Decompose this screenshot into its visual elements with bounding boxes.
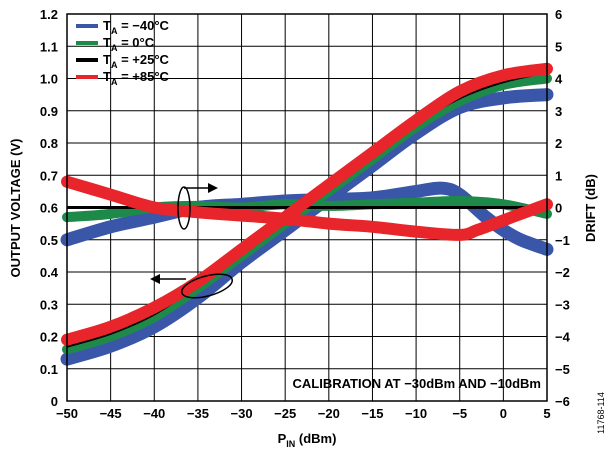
x-axis-title-unit: (dBm) [295,431,336,446]
y-left-tick-label: 1.1 [40,39,58,54]
legend-entry-rest: = +25°C [117,52,169,67]
x-tick-label: −20 [318,406,340,421]
y-left-tick-label: 0.6 [40,201,58,216]
x-tick-label: −50 [56,406,78,421]
y-left-tick-label: 0.2 [40,330,58,345]
voltage-callout-arrowhead [150,274,160,284]
y-left-tick-label: 0.8 [40,136,58,151]
y-right-tick-label: 6 [555,7,562,22]
y-right-tick-label: 1 [555,168,562,183]
y-right-tick-label: 5 [555,39,562,54]
x-tick-label: −45 [100,406,122,421]
voltage-callout-ellipse [181,273,233,299]
legend-entry: TA = 0°C [103,35,155,53]
figure-id: 11768-114 [596,392,606,434]
y-right-tick-labels: −6 −5 −4 −3 −2 −1 0 1 2 3 4 5 6 [555,7,571,409]
x-axis-title-main: P [278,431,287,446]
series-line-voltage-plus85C [61,62,553,346]
x-axis-title-subscript: IN [286,439,295,449]
plot-frame [66,13,548,402]
legend-entry: TA = −40°C [103,18,170,36]
y-right-tick-label: 0 [555,201,562,216]
series-layer [60,62,554,366]
x-tick-label: −10 [405,406,427,421]
legend-entry-main: T [103,18,111,33]
y-left-tick-label: 0 [51,394,58,409]
drift-callout-arrowhead [208,183,218,193]
x-tick-label: −5 [452,406,467,421]
x-tick-label: −30 [231,406,253,421]
y-left-tick-label: 0.7 [40,168,58,183]
series-line-drift-plus85C [61,175,553,241]
legend-entry-subscript: A [111,77,118,87]
legend-entry-subscript: A [111,60,118,70]
x-tick-label: −40 [143,406,165,421]
y-right-tick-label: 2 [555,136,562,151]
legend-entry-main: T [103,52,111,67]
legend-entry-rest: = −40°C [117,18,169,33]
legend-entry-subscript: A [111,26,118,36]
x-tick-labels: −50 −45 −40 −35 −30 −25 −20 −15 −10 −5 0 5 [56,406,551,421]
y-right-tick-label: −6 [555,394,570,409]
legend-entry-main: T [103,35,111,50]
x-tick-label: −25 [274,406,296,421]
x-tick-label: −35 [187,406,209,421]
y-left-tick-label: 0.3 [40,297,58,312]
y-left-tick-labels: 0 0.1 0.2 0.3 0.4 0.5 0.6 0.7 0.8 0.9 1.0 1.1 1.2 [40,7,59,409]
y-right-tick-label: −5 [555,362,570,377]
y-right-tick-label: −4 [555,330,571,345]
legend-entry-rest: = 0°C [117,35,154,50]
y-right-tick-label: −3 [555,297,570,312]
series-line-voltage-minus40C [60,88,554,366]
y-right-tick-label: 4 [555,72,563,87]
legend-entry-rest: = +85°C [117,69,169,84]
x-tick-label: −15 [361,406,383,421]
drift-callout-ellipse [177,186,191,230]
legend-entry-subscript: A [111,43,118,53]
legend: TA = −40°CTA = 0°CTA = +25°CTA = +85°C [76,18,170,87]
y-left-tick-label: 1.2 [40,7,58,22]
y-left-tick-label: 0.4 [40,265,59,280]
x-tick-label: 0 [500,406,507,421]
calibration-annotation: CALIBRATION AT −30dBm AND −10dBm [293,376,541,391]
x-tick-label: 5 [543,406,550,421]
legend-entry-main: T [103,69,111,84]
y-right-tick-label: 3 [555,104,562,119]
y-right-tick-label: −1 [555,233,570,248]
legend-entry: TA = +25°C [103,52,170,70]
y-left-tick-label: 0.5 [40,233,58,248]
y-right-axis-title: DRIFT (dB) [583,174,598,242]
legend-entry: TA = +85°C [103,69,170,87]
y-left-tick-label: 0.9 [40,104,58,119]
x-axis-title: PIN (dBm) [278,431,337,449]
y-left-axis-title: OUTPUT VOLTAGE (V) [8,139,23,278]
y-left-tick-label: 1.0 [40,72,58,87]
y-right-tick-label: −2 [555,265,570,280]
y-left-tick-label: 0.1 [40,362,58,377]
